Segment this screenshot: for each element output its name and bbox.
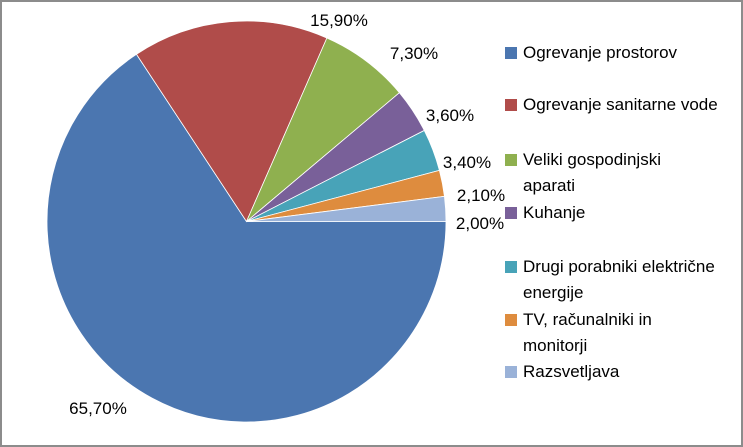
pie-label-tv-racunalniki: 2,10% [456, 186, 506, 205]
legend-item-ogrevanje-prostorov: Ogrevanje prostorov [505, 40, 677, 66]
legend-item-ogrevanje-sanitarne-vode: Ogrevanje sanitarne vode [505, 92, 718, 118]
legend-label: TV, računalniki in monitorji [523, 310, 652, 355]
pie-label-razsvetljava: 2,00% [455, 214, 505, 233]
legend-item-kuhanje: Kuhanje [505, 200, 585, 226]
legend-item-drugi-porabniki: Drugi porabniki električne energije [505, 254, 715, 306]
pie-label-ogrevanje-sanitarne-vode: 15,90% [310, 11, 368, 30]
legend-swatch-drugi-porabniki [505, 261, 517, 273]
pie-label-veliki-gospodinjski-aparati: 7,30% [389, 44, 439, 63]
chart-legend: Ogrevanje prostorov Ogrevanje sanitarne … [505, 2, 739, 445]
pie-slice-7 [246, 195, 447, 222]
legend-swatch-ogrevanje-prostorov [505, 47, 517, 59]
legend-swatch-tv-racunalniki [505, 314, 517, 326]
legend-swatch-veliki-gospodinjski-aparati [505, 154, 517, 166]
legend-label: Razsvetljava [523, 362, 620, 381]
legend-label: Ogrevanje prostorov [523, 43, 678, 62]
pie-label-drugi-porabniki: 3,40% [442, 153, 492, 172]
legend-item-tv-racunalniki: TV, računalniki in monitorji [505, 307, 652, 359]
pie-label-ogrevanje-prostorov: 65,70% [69, 399, 127, 418]
legend-label: Kuhanje [523, 203, 586, 222]
pie-label-kuhanje: 3,60% [425, 106, 475, 125]
legend-swatch-razsvetljava [505, 366, 517, 378]
pie-slice-2 [135, 20, 328, 223]
legend-item-veliki-gospodinjski-aparati: Veliki gospodinjski aparati [505, 147, 661, 199]
legend-label: Drugi porabniki električne energije [523, 257, 715, 302]
legend-item-razsvetljava: Razsvetljava [505, 359, 619, 385]
legend-label: Ogrevanje sanitarne vode [523, 95, 718, 114]
legend-swatch-kuhanje [505, 207, 517, 219]
legend-label: Veliki gospodinjski aparati [523, 150, 661, 195]
pie-slice-1 [46, 53, 447, 423]
legend-swatch-ogrevanje-sanitarne-vode [505, 99, 517, 111]
